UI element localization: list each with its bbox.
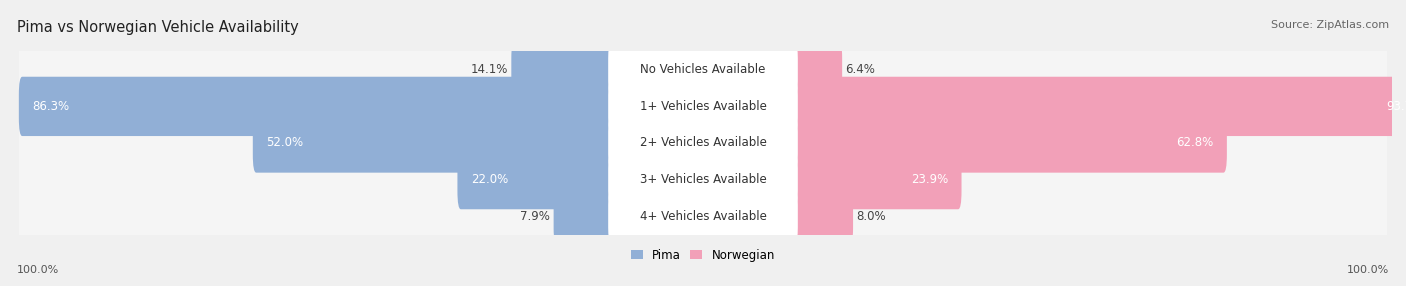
- Text: 23.9%: 23.9%: [911, 173, 948, 186]
- Text: 4+ Vehicles Available: 4+ Vehicles Available: [640, 210, 766, 223]
- Text: Source: ZipAtlas.com: Source: ZipAtlas.com: [1271, 20, 1389, 30]
- Text: 7.9%: 7.9%: [520, 210, 550, 223]
- Text: 6.4%: 6.4%: [845, 63, 876, 76]
- FancyBboxPatch shape: [457, 150, 614, 209]
- FancyBboxPatch shape: [18, 151, 1388, 208]
- Legend: Pima, Norwegian: Pima, Norwegian: [631, 249, 775, 262]
- Text: 2+ Vehicles Available: 2+ Vehicles Available: [640, 136, 766, 150]
- Text: 100.0%: 100.0%: [1347, 265, 1389, 275]
- FancyBboxPatch shape: [554, 186, 614, 246]
- FancyBboxPatch shape: [609, 117, 797, 169]
- Text: No Vehicles Available: No Vehicles Available: [640, 63, 766, 76]
- Text: 100.0%: 100.0%: [17, 265, 59, 275]
- Text: Pima vs Norwegian Vehicle Availability: Pima vs Norwegian Vehicle Availability: [17, 20, 298, 35]
- FancyBboxPatch shape: [609, 44, 797, 96]
- FancyBboxPatch shape: [18, 77, 614, 136]
- Text: 3+ Vehicles Available: 3+ Vehicles Available: [640, 173, 766, 186]
- FancyBboxPatch shape: [792, 40, 842, 100]
- Text: 86.3%: 86.3%: [32, 100, 70, 113]
- FancyBboxPatch shape: [792, 113, 1227, 173]
- FancyBboxPatch shape: [792, 77, 1406, 136]
- FancyBboxPatch shape: [792, 186, 853, 246]
- Text: 62.8%: 62.8%: [1175, 136, 1213, 150]
- FancyBboxPatch shape: [18, 188, 1388, 245]
- FancyBboxPatch shape: [18, 115, 1388, 171]
- Text: 8.0%: 8.0%: [856, 210, 886, 223]
- Text: 14.1%: 14.1%: [471, 63, 508, 76]
- FancyBboxPatch shape: [609, 80, 797, 132]
- FancyBboxPatch shape: [18, 41, 1388, 98]
- FancyBboxPatch shape: [792, 150, 962, 209]
- Text: 1+ Vehicles Available: 1+ Vehicles Available: [640, 100, 766, 113]
- FancyBboxPatch shape: [609, 154, 797, 206]
- FancyBboxPatch shape: [253, 113, 614, 173]
- FancyBboxPatch shape: [18, 78, 1388, 135]
- Text: 22.0%: 22.0%: [471, 173, 509, 186]
- FancyBboxPatch shape: [609, 190, 797, 242]
- Text: 52.0%: 52.0%: [267, 136, 304, 150]
- FancyBboxPatch shape: [512, 40, 614, 100]
- Text: 93.7%: 93.7%: [1386, 100, 1406, 113]
